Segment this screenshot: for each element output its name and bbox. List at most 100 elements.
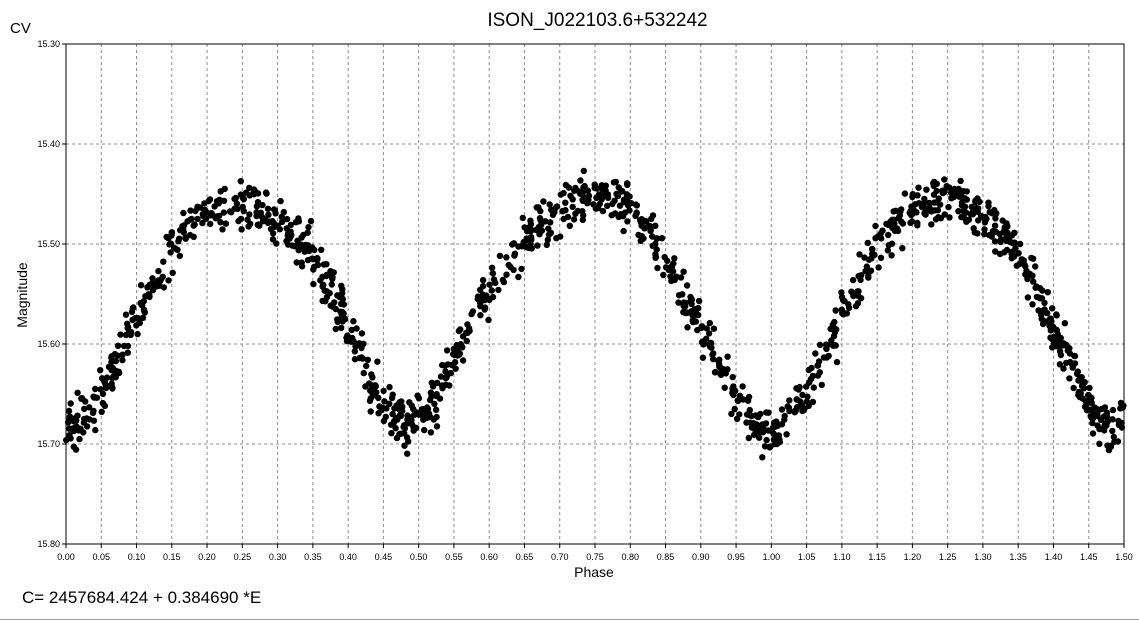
data-point	[392, 425, 399, 432]
data-point	[750, 431, 758, 439]
data-point	[433, 413, 440, 421]
data-point	[259, 201, 266, 209]
data-point	[1040, 307, 1048, 314]
data-point	[86, 404, 93, 411]
data-point	[694, 326, 701, 334]
data-point	[433, 423, 441, 430]
data-point	[231, 205, 238, 212]
data-point	[348, 326, 355, 334]
data-point	[675, 292, 683, 299]
data-point	[433, 379, 441, 387]
data-point	[908, 203, 915, 210]
data-point	[791, 409, 798, 416]
data-point	[495, 286, 502, 294]
data-point	[888, 240, 896, 247]
data-point	[91, 394, 98, 401]
data-point	[155, 267, 162, 275]
data-point	[1039, 287, 1046, 294]
data-point	[464, 321, 471, 328]
data-point	[710, 350, 717, 357]
data-point	[308, 255, 316, 262]
data-point	[635, 231, 642, 239]
x-tick-label: 1.00	[763, 552, 781, 562]
data-point	[1029, 301, 1036, 308]
data-point	[574, 207, 581, 215]
data-point	[1049, 344, 1056, 351]
x-tick-label: 1.50	[1115, 552, 1133, 562]
data-point	[658, 235, 666, 242]
x-tick-label: 0.20	[198, 552, 216, 562]
data-point	[580, 212, 587, 219]
data-point	[833, 358, 841, 366]
data-point	[311, 263, 318, 270]
data-point	[640, 235, 647, 242]
data-point	[124, 342, 132, 350]
data-point	[649, 212, 657, 219]
data-point	[125, 329, 132, 336]
data-point	[985, 199, 992, 206]
data-point	[716, 356, 723, 363]
data-point	[884, 247, 891, 254]
data-point	[304, 229, 311, 236]
data-point	[1003, 232, 1010, 240]
grid-lines	[66, 44, 1124, 544]
data-point	[401, 442, 408, 449]
data-point	[496, 252, 504, 260]
x-tick-label: 1.45	[1080, 552, 1098, 562]
data-point	[540, 198, 547, 205]
data-point	[205, 197, 212, 205]
data-point	[81, 415, 88, 423]
y-tick-label: 15.80	[37, 539, 60, 549]
data-point	[838, 293, 846, 301]
data-point	[138, 301, 146, 309]
data-point	[380, 417, 388, 425]
x-tick-label: 1.25	[939, 552, 957, 562]
data-point	[74, 389, 81, 396]
data-point	[97, 386, 104, 393]
data-point	[613, 190, 620, 198]
data-point	[699, 354, 707, 361]
data-point	[538, 227, 546, 234]
data-point	[816, 369, 823, 376]
data-point	[486, 281, 493, 288]
data-point	[503, 271, 510, 278]
data-point	[381, 398, 388, 405]
data-point	[1083, 401, 1090, 408]
data-point	[981, 230, 988, 238]
data-point	[137, 282, 145, 289]
data-point	[443, 374, 450, 381]
data-point	[698, 323, 706, 330]
data-point	[705, 330, 713, 337]
data-point	[380, 387, 387, 395]
x-tick-label: 1.30	[974, 552, 992, 562]
data-point	[786, 407, 793, 415]
data-point	[403, 434, 411, 441]
data-point	[857, 276, 864, 284]
data-point	[117, 331, 124, 338]
data-point	[233, 200, 241, 207]
data-point	[992, 248, 999, 255]
data-point	[90, 407, 97, 415]
data-point	[1071, 352, 1079, 360]
data-point	[66, 432, 73, 439]
data-point	[888, 217, 895, 225]
x-tick-label: 0.65	[516, 552, 534, 562]
data-point	[73, 423, 80, 430]
data-point	[825, 352, 832, 360]
data-point	[599, 207, 607, 215]
data-point	[1055, 333, 1062, 340]
data-point	[756, 434, 763, 441]
data-point	[765, 427, 772, 434]
data-point	[149, 280, 156, 287]
data-point	[647, 227, 654, 234]
data-point	[515, 273, 522, 281]
data-point	[1094, 409, 1101, 416]
data-point	[974, 230, 981, 237]
data-point	[786, 397, 793, 404]
data-point	[80, 429, 87, 436]
data-point	[815, 358, 823, 365]
data-point	[303, 244, 310, 252]
data-point	[623, 180, 631, 187]
ephemeris-text: C= 2457684.424 + 0.384690 *E	[22, 588, 262, 607]
data-point	[991, 238, 999, 245]
